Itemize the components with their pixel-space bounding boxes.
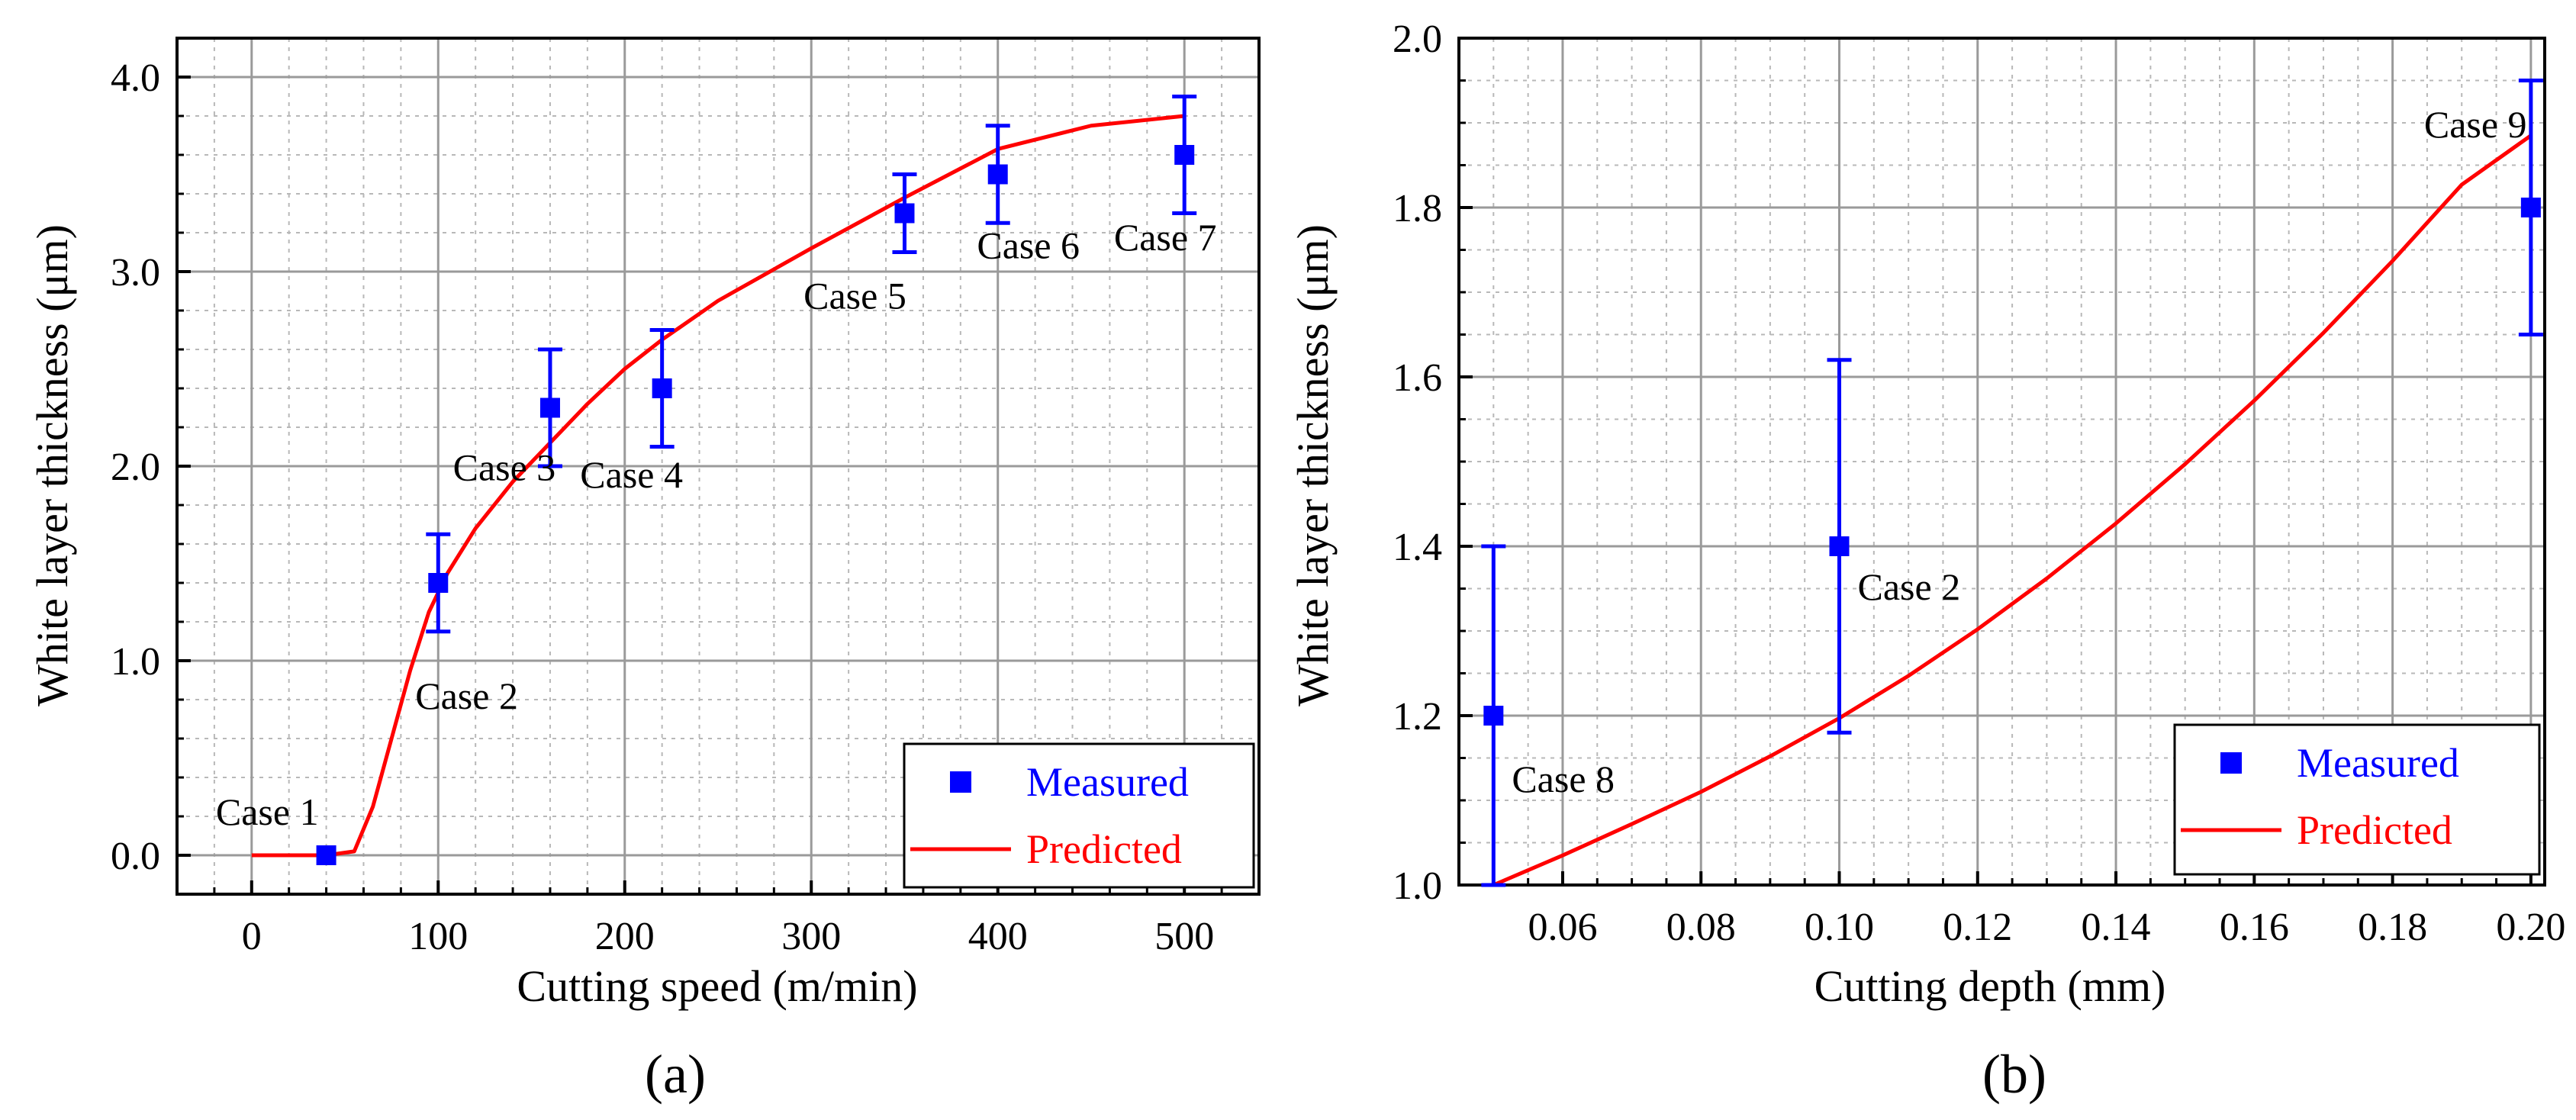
x-tick-label: 400	[968, 915, 1028, 958]
y-tick-label: 1.6	[1393, 356, 1442, 400]
grid	[1458, 37, 2545, 887]
predicted-line	[251, 114, 1185, 858]
legend-label: Predicted	[2297, 807, 2452, 853]
panel-label: (a)	[645, 1044, 706, 1105]
legend-label: Measured	[1026, 759, 1189, 805]
x-tick-label: 0.06	[1528, 906, 1597, 949]
legend-marker-measured	[950, 771, 971, 793]
x-tick-label: 0.16	[2220, 906, 2289, 949]
ticks: 0.06 0.08 0.10 0.12 0.14 0.16 0.18 0.20 1.0 1.2 1.…	[1393, 18, 2565, 949]
legend: Measured Predicted	[2173, 723, 2541, 876]
x-tick-label: 200	[595, 915, 655, 958]
x-axis-title: Cutting depth (mm)	[1814, 961, 2166, 1011]
x-tick-label: 0.10	[1805, 906, 1874, 949]
case-label: Case 1	[216, 790, 319, 833]
y-tick-label: 4.0	[111, 56, 160, 100]
case-label: Case 3	[453, 446, 556, 489]
legend-box	[903, 742, 1255, 889]
case-label: Case 5	[803, 275, 906, 317]
measured-point	[652, 378, 672, 398]
legend-box	[2173, 723, 2541, 876]
x-tick-label: 0.14	[2082, 906, 2151, 949]
x-tick-label: 500	[1154, 915, 1214, 958]
y-axis-title: White layer thickness (μm)	[1288, 224, 1338, 706]
y-tick-label: 3.0	[111, 251, 160, 294]
measured-point	[1829, 536, 1850, 556]
case-label: Case 7	[1114, 216, 1217, 259]
x-tick-label: 0	[242, 915, 262, 958]
case-label: Case 9	[2424, 103, 2527, 146]
x-tick-label: 100	[408, 915, 468, 958]
y-tick-label: 0.0	[111, 835, 160, 878]
y-tick-label: 1.0	[111, 640, 160, 684]
measured-point	[894, 203, 915, 224]
y-tick-label: 1.4	[1393, 526, 1442, 569]
panel-a: 0 100 200 300 400 500 0.0 1.0 2.0 3.0 4.0 Cutting s…	[27, 37, 1261, 1105]
predicted-line	[1492, 134, 2533, 887]
case-label: Case 2	[1858, 565, 1961, 608]
measured-point	[2520, 198, 2541, 217]
measured-point	[316, 845, 336, 865]
case-label: Case 8	[1512, 758, 1615, 800]
x-axis-title: Cutting speed (m/min)	[517, 961, 917, 1011]
measured-point	[1174, 145, 1195, 165]
measured-point	[539, 397, 560, 418]
legend-marker-measured	[2220, 752, 2242, 774]
measured-point	[987, 164, 1008, 185]
y-tick-label: 1.2	[1393, 695, 1442, 739]
x-tick-label: 0.18	[2358, 906, 2427, 949]
panel-b: 0.06 0.08 0.10 0.12 0.14 0.16 0.18 0.20 1.0 1.2 1.…	[1288, 18, 2565, 1105]
case-label: Case 2	[415, 674, 518, 717]
case-label: Case 6	[977, 224, 1080, 267]
y-tick-label: 1.0	[1393, 864, 1442, 908]
x-tick-label: 0.12	[1943, 906, 2012, 949]
measured-point	[1483, 706, 1504, 726]
y-tick-label: 2.0	[111, 446, 160, 489]
y-axis-title: White layer thickness (μm)	[27, 224, 77, 706]
x-tick-label: 0.08	[1666, 906, 1736, 949]
y-tick-label: 2.0	[1393, 18, 1442, 61]
x-tick-label: 300	[781, 915, 841, 958]
panel-label: (b)	[1982, 1044, 2046, 1105]
ticks: 0 100 200 300 400 500 0.0 1.0 2.0 3.0 4.0	[111, 37, 1261, 958]
legend-label: Predicted	[1026, 826, 1182, 872]
x-tick-label: 0.20	[2496, 906, 2565, 949]
legend-label: Measured	[2297, 740, 2459, 786]
y-tick-label: 1.8	[1393, 187, 1442, 230]
legend: Measured Predicted	[903, 742, 1255, 889]
case-label: Case 4	[580, 453, 683, 496]
measured-point	[428, 573, 449, 593]
